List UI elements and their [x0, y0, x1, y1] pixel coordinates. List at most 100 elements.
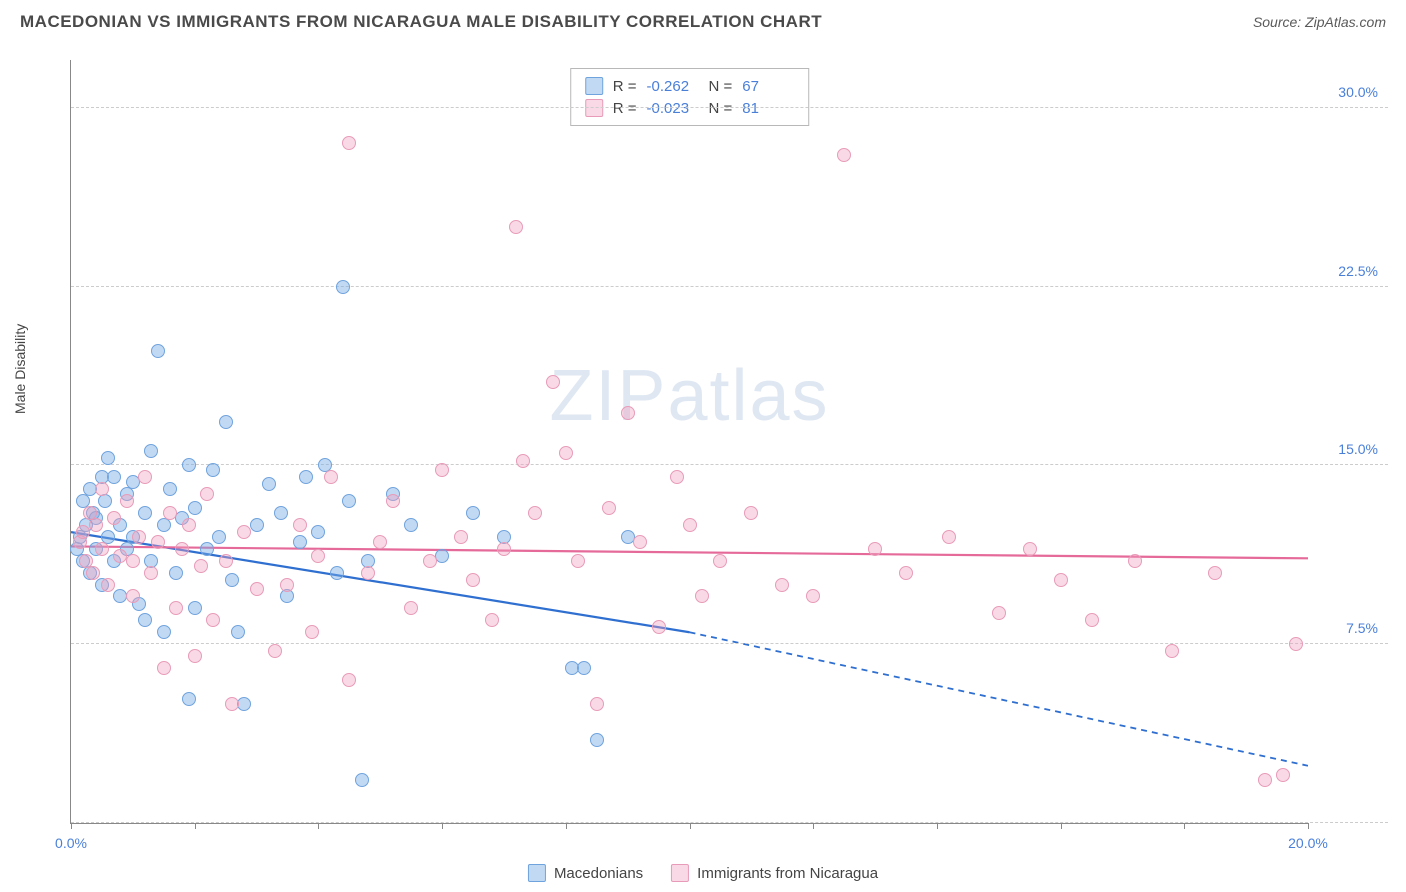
data-point [466, 573, 480, 587]
source-name: ZipAtlas.com [1305, 14, 1386, 30]
data-point [311, 549, 325, 563]
data-point [188, 649, 202, 663]
data-point [293, 518, 307, 532]
r-value: -0.262 [647, 78, 699, 95]
data-point [144, 566, 158, 580]
series-swatch [585, 77, 603, 95]
gridline [71, 822, 1388, 823]
data-point [305, 625, 319, 639]
data-point [219, 554, 233, 568]
data-point [1165, 644, 1179, 658]
data-point [262, 477, 276, 491]
gridline [71, 107, 1388, 108]
trend-lines [71, 60, 1308, 823]
x-tick-label: 0.0% [55, 835, 87, 851]
data-point [1276, 768, 1290, 782]
data-point [485, 613, 499, 627]
r-label: R = [613, 100, 637, 117]
data-point [899, 566, 913, 580]
data-point [1128, 554, 1142, 568]
chart-container: Male Disability ZIPatlas R =-0.262N =67R… [50, 48, 1388, 844]
data-point [652, 620, 666, 634]
data-point [528, 506, 542, 520]
n-label: N = [709, 78, 733, 95]
gridline [71, 643, 1388, 644]
x-tick [1308, 823, 1309, 829]
data-point [621, 406, 635, 420]
data-point [670, 470, 684, 484]
data-point [806, 589, 820, 603]
data-point [163, 482, 177, 496]
x-tick [1184, 823, 1185, 829]
data-point [355, 773, 369, 787]
data-point [126, 554, 140, 568]
legend-item: Immigrants from Nicaragua [671, 864, 878, 882]
data-point [163, 506, 177, 520]
y-tick-label: 15.0% [1338, 441, 1378, 457]
data-point [237, 697, 251, 711]
data-point [250, 582, 264, 596]
data-point [404, 518, 418, 532]
data-point [546, 375, 560, 389]
x-tick-label: 20.0% [1288, 835, 1328, 851]
series-swatch [585, 99, 603, 117]
data-point [342, 673, 356, 687]
data-point [120, 494, 134, 508]
data-point [311, 525, 325, 539]
x-tick [71, 823, 72, 829]
data-point [516, 454, 530, 468]
x-tick [937, 823, 938, 829]
data-point [280, 578, 294, 592]
chart-title: MACEDONIAN VS IMMIGRANTS FROM NICARAGUA … [20, 12, 822, 32]
data-point [138, 613, 152, 627]
data-point [98, 494, 112, 508]
y-tick-label: 7.5% [1346, 620, 1378, 636]
n-value: 67 [742, 78, 794, 95]
data-point [188, 501, 202, 515]
x-tick [813, 823, 814, 829]
legend: Macedonians Immigrants from Nicaragua [528, 864, 878, 882]
legend-item: Macedonians [528, 864, 643, 882]
data-point [157, 661, 171, 675]
y-axis-label: Male Disability [12, 324, 28, 414]
data-point [1208, 566, 1222, 580]
watermark-thin: atlas [667, 356, 829, 436]
gridline [71, 286, 1388, 287]
data-point [280, 589, 294, 603]
data-point [132, 530, 146, 544]
data-point [169, 601, 183, 615]
plot-area: ZIPatlas R =-0.262N =67R =-0.023N =81 7.… [70, 60, 1308, 824]
data-point [212, 530, 226, 544]
source-attribution: Source: ZipAtlas.com [1253, 14, 1386, 30]
data-point [86, 566, 100, 580]
data-point [497, 542, 511, 556]
data-point [590, 733, 604, 747]
data-point [342, 136, 356, 150]
data-point [157, 625, 171, 639]
stats-row: R = -0.262 N = 67 [585, 75, 795, 97]
r-label: R = [613, 78, 637, 95]
data-point [1258, 773, 1272, 787]
data-point [95, 542, 109, 556]
x-tick [318, 823, 319, 829]
data-point [633, 535, 647, 549]
x-tick [442, 823, 443, 829]
data-point [225, 697, 239, 711]
data-point [577, 661, 591, 675]
data-point [559, 446, 573, 460]
data-point [423, 554, 437, 568]
data-point [330, 566, 344, 580]
data-point [373, 535, 387, 549]
data-point [1054, 573, 1068, 587]
data-point [206, 613, 220, 627]
legend-label: Macedonians [554, 865, 643, 882]
data-point [157, 518, 171, 532]
data-point [713, 554, 727, 568]
data-point [435, 463, 449, 477]
data-point [182, 692, 196, 706]
data-point [336, 280, 350, 294]
x-tick [195, 823, 196, 829]
watermark: ZIPatlas [549, 355, 829, 437]
data-point [151, 535, 165, 549]
data-point [775, 578, 789, 592]
